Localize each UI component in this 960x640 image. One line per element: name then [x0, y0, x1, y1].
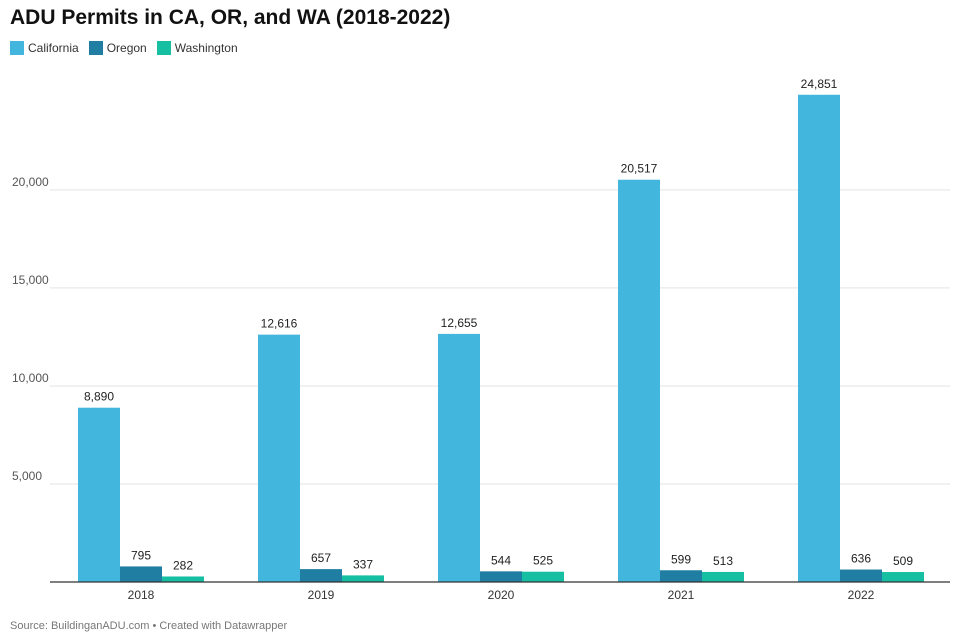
legend-swatch-oregon — [88, 41, 103, 55]
value-label: 544 — [491, 553, 511, 567]
bar-washington-2018 — [162, 576, 204, 582]
source-note: Source: BuildinganADU.com • Created with… — [10, 620, 288, 632]
value-label: 337 — [353, 557, 373, 571]
legend-label-california: California — [28, 41, 79, 55]
bar-california-2022 — [798, 94, 840, 582]
bar-washington-2021 — [702, 571, 744, 582]
value-label: 636 — [851, 552, 871, 566]
value-label: 509 — [893, 554, 913, 568]
x-tick-label: 2021 — [668, 588, 695, 602]
value-label: 8,890 — [84, 390, 114, 404]
value-label: 657 — [311, 551, 331, 565]
value-label: 12,655 — [441, 316, 478, 330]
bar-california-2021 — [618, 179, 660, 582]
x-tick-label: 2022 — [848, 588, 875, 602]
bar-washington-2019 — [342, 575, 384, 582]
y-tick-label: 20,000 — [12, 175, 49, 189]
bar-washington-2022 — [882, 572, 924, 582]
legend-item-oregon: Oregon — [88, 41, 147, 55]
bar-oregon-2018 — [120, 566, 162, 582]
y-tick-label: 15,000 — [12, 273, 49, 287]
legend-label-oregon: Oregon — [106, 41, 147, 55]
bar-washington-2020 — [522, 571, 564, 582]
x-tick-label: 2019 — [308, 588, 335, 602]
legend-item-california: California — [10, 41, 79, 55]
legend-label-washington: Washington — [174, 41, 238, 55]
legend-swatch-california — [10, 41, 24, 55]
bar-oregon-2020 — [480, 571, 522, 582]
value-label: 24,851 — [801, 77, 838, 91]
y-tick-label: 10,000 — [12, 371, 49, 385]
bar-oregon-2022 — [840, 569, 882, 582]
y-tick-label: 5,000 — [12, 469, 42, 483]
value-label: 282 — [173, 558, 193, 572]
chart-title: ADU Permits in CA, OR, and WA (2018-2022… — [10, 6, 451, 29]
legend-swatch-washington — [156, 41, 171, 55]
bar-oregon-2021 — [660, 570, 702, 582]
bar-oregon-2019 — [300, 569, 342, 582]
x-tick-label: 2018 — [128, 588, 155, 602]
bar-california-2018 — [78, 407, 120, 582]
value-label: 525 — [533, 554, 553, 568]
value-label: 12,616 — [261, 317, 298, 331]
value-label: 795 — [131, 548, 151, 562]
chart-legend: California Oregon Washington — [10, 41, 238, 55]
legend-item-washington: Washington — [156, 41, 238, 55]
bar-california-2020 — [438, 333, 480, 582]
value-label: 513 — [713, 554, 733, 568]
x-tick-label: 2020 — [488, 588, 515, 602]
bar-california-2019 — [258, 334, 300, 582]
bar-chart: 5,000 10,000 15,000 20,000 8,890 12,616 12,655… — [12, 77, 950, 602]
value-label: 599 — [671, 552, 691, 566]
value-label: 20,517 — [621, 162, 658, 176]
